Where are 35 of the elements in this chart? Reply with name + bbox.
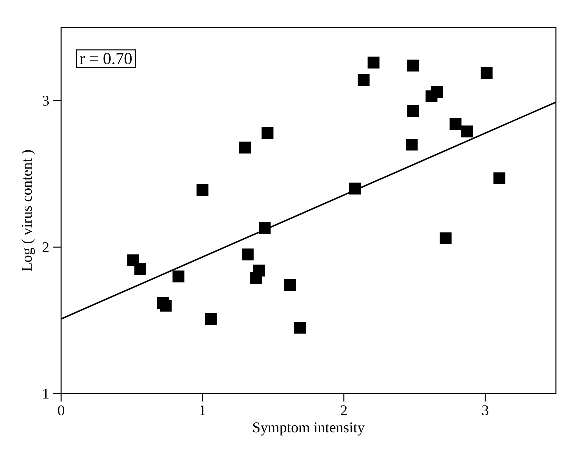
point — [128, 254, 140, 266]
point — [426, 90, 438, 102]
point — [494, 172, 506, 184]
point — [250, 272, 262, 284]
y-tick-label: 3 — [42, 96, 50, 106]
point — [450, 118, 462, 130]
point — [172, 270, 185, 283]
x-tick-label: 3 — [482, 405, 489, 416]
point — [134, 263, 146, 276]
point — [349, 182, 362, 195]
point — [160, 300, 172, 312]
x-axis-title: Symptom intensity — [253, 422, 365, 436]
point — [461, 126, 474, 138]
point — [196, 184, 209, 196]
point — [262, 127, 274, 139]
point — [407, 60, 420, 72]
point — [242, 248, 254, 261]
point — [294, 322, 306, 334]
x-tick-label: 2 — [341, 405, 347, 416]
point — [406, 138, 418, 151]
point — [440, 232, 452, 244]
point — [284, 279, 296, 292]
x-tick-label: 0 — [58, 405, 65, 416]
annotation: r = 0.70 — [80, 53, 132, 64]
x-tick-label: 1 — [200, 405, 206, 416]
point — [407, 105, 420, 118]
point — [259, 222, 271, 234]
y-tick-label: 1 — [44, 388, 49, 399]
point — [205, 313, 218, 325]
point — [358, 74, 370, 86]
point — [480, 67, 493, 79]
point — [239, 142, 252, 154]
point — [368, 56, 380, 69]
y-tick-label: 2 — [42, 242, 49, 252]
y-axis-title: Log ( virus content ) — [22, 150, 36, 272]
